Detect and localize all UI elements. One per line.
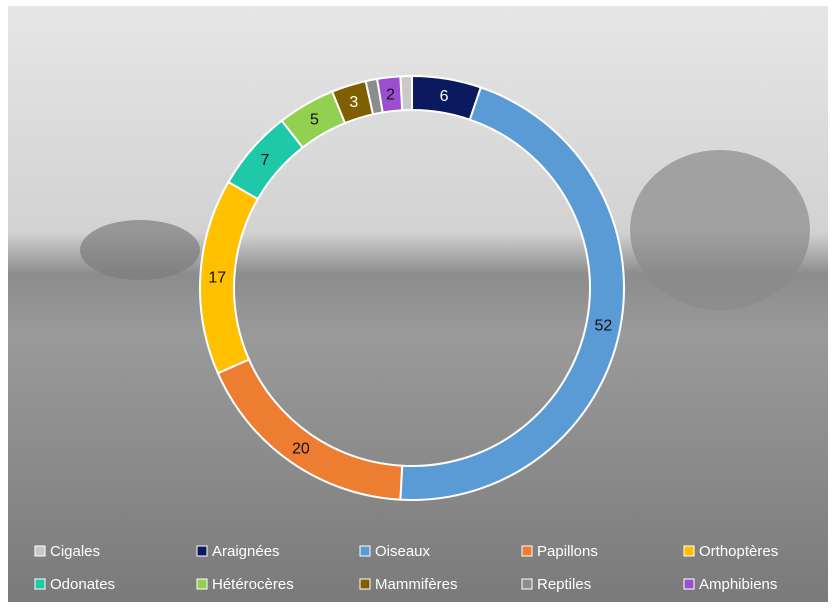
- legend-swatch: [35, 579, 45, 589]
- legend-label: Orthoptères: [699, 543, 778, 560]
- legend-swatch: [197, 579, 207, 589]
- legend-swatch: [360, 579, 370, 589]
- data-label: 52: [594, 318, 612, 335]
- legend-swatch: [522, 546, 532, 556]
- data-label: 5: [310, 111, 319, 128]
- legend-label: Oiseaux: [375, 543, 431, 560]
- legend-label: Amphibiens: [699, 576, 777, 593]
- data-label: 2: [386, 86, 395, 103]
- legend-swatch: [684, 546, 694, 556]
- legend-swatch: [684, 579, 694, 589]
- chart: 6 52 20 17 7 5 3 2 Cigales Araignées Oiseaux Papil…: [0, 0, 833, 605]
- legend-label: Odonates: [50, 576, 115, 593]
- tree: [630, 150, 810, 310]
- legend-label: Hétérocères: [212, 576, 294, 593]
- legend-swatch: [35, 546, 45, 556]
- legend-label: Mammifères: [375, 576, 458, 593]
- data-label: 20: [292, 440, 310, 457]
- data-label: 3: [349, 94, 358, 111]
- data-label: 17: [208, 269, 226, 286]
- legend-swatch: [360, 546, 370, 556]
- data-label: 7: [260, 152, 269, 169]
- legend-swatch: [522, 579, 532, 589]
- legend-label: Araignées: [212, 543, 280, 560]
- tree: [80, 220, 200, 280]
- legend-swatch: [197, 546, 207, 556]
- legend-label: Cigales: [50, 543, 100, 560]
- legend-label: Reptiles: [537, 576, 591, 593]
- data-label: 6: [440, 88, 449, 105]
- legend-label: Papillons: [537, 543, 598, 560]
